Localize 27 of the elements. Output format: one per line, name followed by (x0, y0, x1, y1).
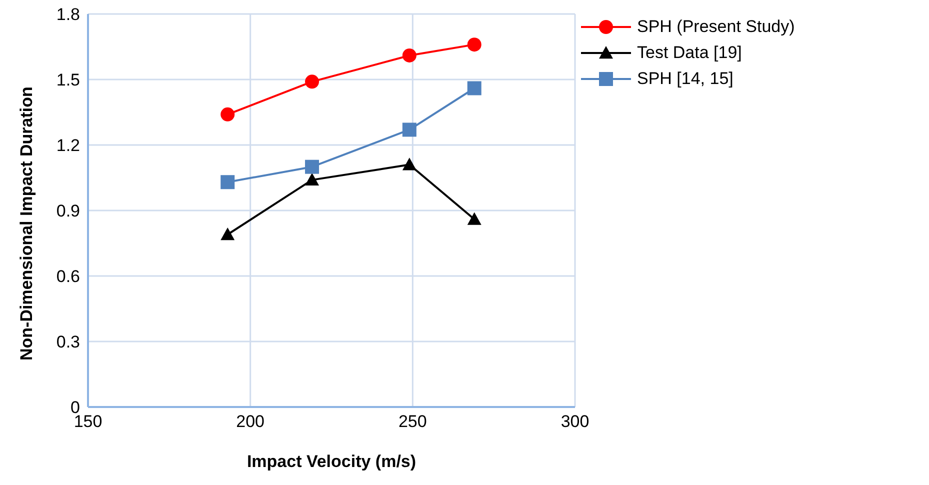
y-tick-label: 0.9 (56, 202, 80, 221)
point (467, 38, 482, 52)
x-axis-title: Impact Velocity (m/s) (246, 452, 416, 471)
point (305, 74, 320, 89)
x-tick-label: 200 (236, 412, 265, 432)
point (220, 175, 235, 190)
point (402, 158, 416, 170)
y-tick-label: 1.2 (56, 136, 80, 156)
legend-label: SPH [14, 15] (637, 69, 734, 89)
point (220, 228, 235, 240)
y-tick-label: 0.6 (56, 267, 80, 286)
legend-label: SPH (Present Study) (637, 17, 795, 37)
point (467, 212, 482, 225)
legend-label: Test Data [19] (637, 43, 742, 63)
y-tick-label: 1.5 (56, 70, 80, 90)
x-tick-label: 250 (398, 412, 427, 432)
point (467, 81, 482, 96)
point (305, 160, 320, 174)
point (402, 48, 416, 62)
x-tick-label: 300 (560, 412, 590, 432)
point (220, 107, 235, 122)
y-axis-title: Non-Dimensional Impact Duration (17, 86, 36, 360)
point (402, 122, 416, 137)
x-tick-label: 150 (74, 412, 102, 432)
y-tick-label: 0.3 (56, 332, 80, 352)
y-tick-label: 1.8 (56, 5, 80, 24)
point (305, 172, 320, 186)
